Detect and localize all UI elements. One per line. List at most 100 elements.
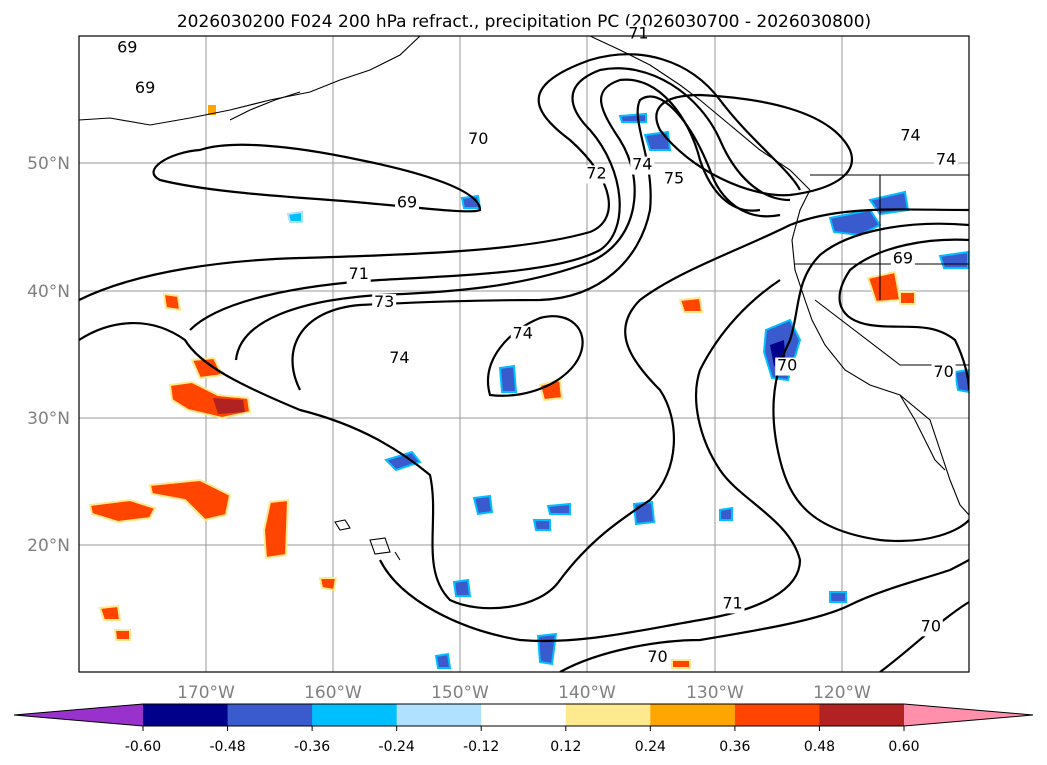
lat-label: 20°N — [27, 536, 70, 556]
precip-patch-positive — [671, 659, 691, 669]
precip-patch-positive — [866, 270, 902, 304]
colorbar-tick-label: 0.12 — [550, 739, 581, 755]
contour-label-bg — [934, 151, 959, 170]
contour-label-bg — [395, 194, 420, 213]
contour-line — [152, 143, 482, 213]
contour-line — [79, 53, 801, 301]
map-frame — [78, 35, 970, 673]
precip-patch-negative — [546, 502, 571, 515]
colorbar-swatch — [650, 704, 736, 726]
gridlines — [79, 36, 969, 672]
lat-label: 50°N — [27, 154, 70, 174]
contour-label: 71 — [628, 24, 648, 43]
map-area — [79, 36, 969, 672]
colorbar-tick-label: -0.36 — [294, 739, 330, 755]
precip-patch-negative — [536, 632, 558, 666]
contour-label: 69 — [893, 249, 913, 268]
contour-label-bg — [775, 357, 800, 376]
contour-label: 71 — [349, 264, 369, 283]
lat-label: 30°N — [27, 409, 70, 429]
precip-patch-negative — [829, 591, 847, 603]
colorbar-tick-label: 0.48 — [804, 739, 835, 755]
colorbar-swatch — [396, 704, 482, 726]
contour-label: 69 — [135, 78, 155, 97]
colorbar-tick-label: -0.24 — [379, 739, 415, 755]
contour-label-bg — [630, 156, 655, 175]
contour-label-bg — [372, 293, 397, 312]
contour-label-bg — [720, 595, 745, 614]
contour-label-bg — [890, 250, 915, 269]
lat-label: 40°N — [27, 282, 70, 302]
contour-label-bg — [510, 325, 535, 344]
precip-patch-positive — [208, 105, 216, 115]
hawaiian-islands — [334, 519, 401, 561]
contour-label: 74 — [936, 149, 956, 168]
precip-patch-positive — [98, 604, 122, 621]
colorbar-swatch — [312, 704, 398, 726]
precip-patch-positive — [190, 356, 224, 380]
colorbar-ticks: -0.60 -0.48 -0.36 -0.24 -0.12 0.12 0.24 0.36 0.4… — [125, 726, 920, 755]
precip-patch-negative — [719, 506, 733, 521]
latitude-labels: 50°N 40°N 30°N 20°N — [27, 154, 70, 556]
contour-line — [379, 279, 802, 643]
contour-label: 72 — [586, 163, 606, 182]
west-coast-north-america — [791, 189, 969, 516]
colorbar-swatch — [481, 704, 567, 726]
colorbar-tick-label: 0.60 — [888, 739, 919, 755]
precip-patch-negative — [286, 210, 303, 223]
contour-label-bg — [584, 165, 609, 184]
coastlines — [79, 36, 969, 561]
contour-label: 69 — [397, 193, 417, 212]
chart-title: 2026030200 F024 200 hPa refract., precip… — [177, 12, 871, 32]
contour-label: 70 — [921, 616, 941, 635]
precip-patch-positive — [213, 398, 245, 414]
contour-label: 70 — [468, 129, 488, 148]
colorbar-extend-max — [904, 704, 1033, 726]
colorbar-extend-min — [14, 704, 143, 726]
contour-label-bg — [645, 648, 670, 667]
contour-line — [79, 208, 969, 610]
precip-patch-positive — [318, 577, 338, 592]
contour-line — [838, 238, 969, 391]
contour-label: 74 — [900, 125, 920, 144]
contour-label: 70 — [933, 362, 953, 381]
colorbar-swatch — [734, 704, 820, 726]
contour-label-bg — [626, 25, 651, 44]
contour-line — [879, 601, 969, 672]
alaska-coast — [79, 36, 421, 126]
contour-label: 73 — [374, 292, 394, 311]
lon-label: 140°W — [558, 683, 616, 703]
contour-label: 74 — [632, 155, 652, 174]
colorbar-tick-label: -0.12 — [463, 739, 499, 755]
precip-patch-positive — [88, 498, 157, 524]
colorbar-tick-label: 0.36 — [719, 739, 750, 755]
precip-patch-positive — [162, 292, 182, 312]
colorbar-tick-label: -0.60 — [125, 739, 161, 755]
precip-patch-positive — [113, 629, 131, 641]
contour-labels: 69 69 71 70 72 74 75 74 74 69 69 71 73 74 74 70 70 71 70 70 — [115, 24, 959, 667]
contour-line — [559, 559, 969, 672]
precip-anomaly-shading — [88, 105, 969, 669]
colorbar: -0.60 -0.48 -0.36 -0.24 -0.12 0.12 0.24 0.36 0.4… — [13, 703, 1034, 755]
precip-patch-negative — [618, 112, 647, 123]
contour-line — [772, 222, 969, 543]
contour-label-bg — [346, 265, 371, 284]
colorbar-swatches — [143, 704, 905, 726]
precip-patch-positive — [148, 478, 232, 522]
lon-label: 130°W — [686, 683, 744, 703]
refractivity-contours — [79, 53, 969, 672]
contour-label: 70 — [647, 647, 667, 666]
precip-patch-negative — [434, 652, 452, 669]
colorbar-swatch — [227, 704, 313, 726]
state-border — [814, 299, 969, 366]
longitude-labels: 170°W 160°W 150°W 140°W 130°W 120°W — [177, 683, 871, 703]
precip-patch-positive — [262, 498, 290, 560]
precip-patch-negative — [953, 368, 969, 394]
colorbar-swatch — [819, 704, 905, 726]
precip-patch-negative — [452, 578, 472, 597]
contour-label-bg — [387, 349, 412, 368]
contour-label: 69 — [117, 38, 137, 57]
contour-label-bg — [918, 618, 943, 637]
contour-label-bg — [662, 170, 687, 189]
